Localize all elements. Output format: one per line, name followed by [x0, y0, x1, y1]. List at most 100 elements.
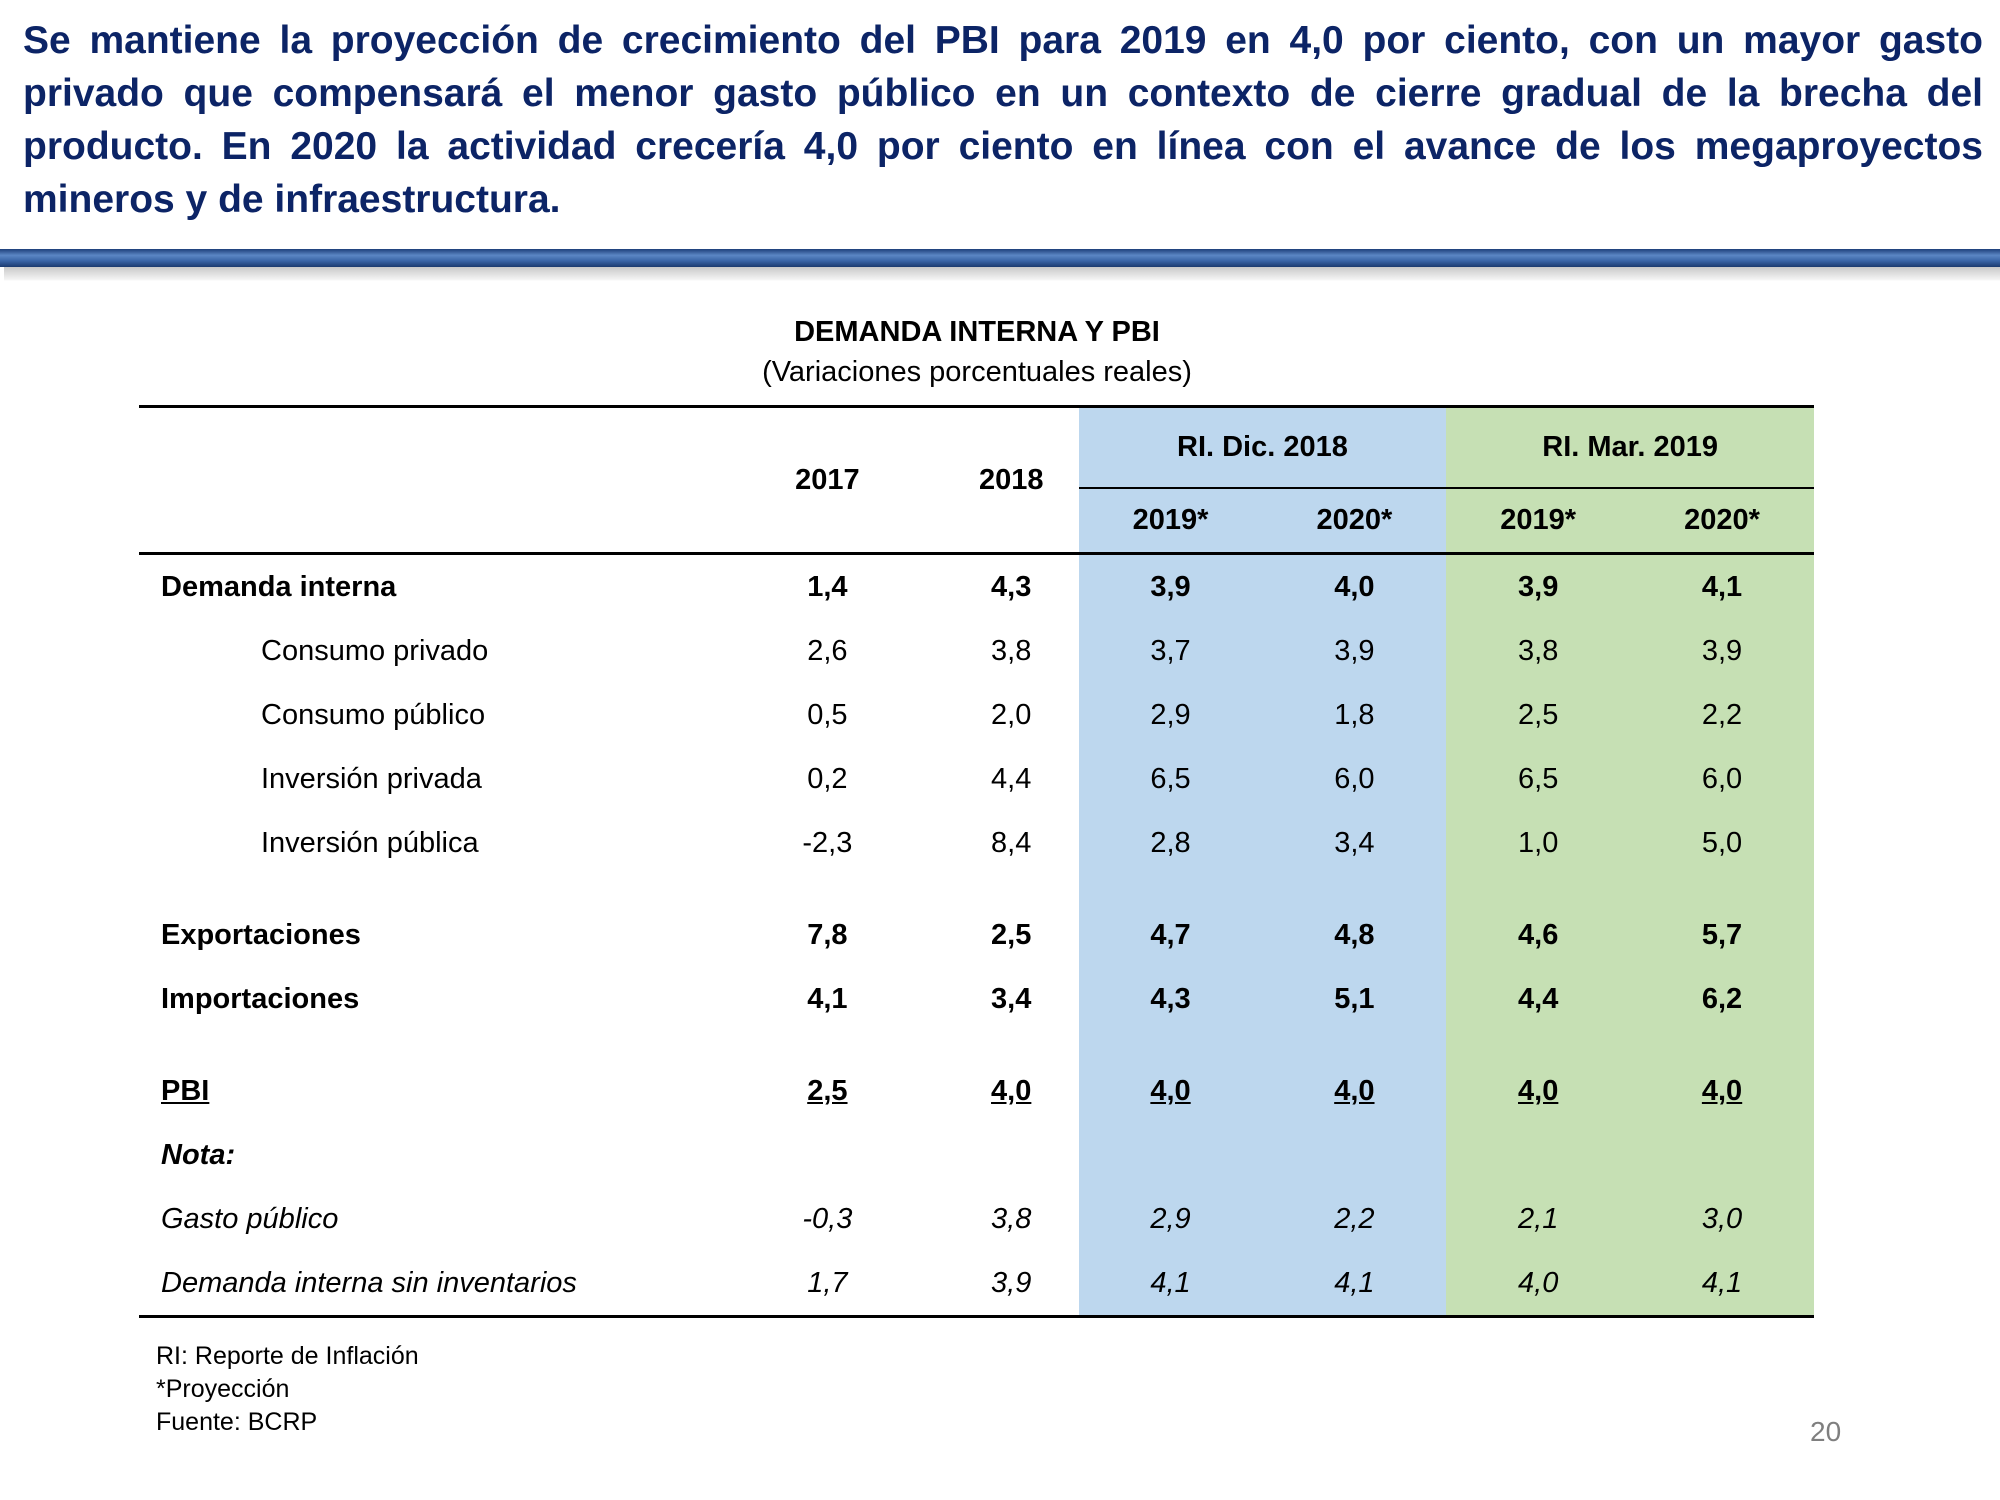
value: 3,4 — [991, 982, 1032, 1015]
value: 4,1 — [1150, 1266, 1191, 1299]
value: 5,7 — [1701, 918, 1743, 951]
value: 3,9 — [1518, 570, 1559, 603]
spacer-row — [139, 1031, 1814, 1059]
value-cell-dic-2019: 2,9 — [1078, 683, 1263, 747]
slide-headline: Se mantiene la proyección de crecimiento… — [23, 19, 1983, 221]
spacer-cell — [1262, 1031, 1447, 1059]
value: 5,0 — [1701, 826, 1743, 859]
value-cell-mar-2020: 4,1 — [1630, 1251, 1814, 1318]
row-label-cell: Inversión privada — [139, 747, 711, 811]
row-label: Inversión pública — [261, 826, 479, 859]
value-cell-mar-2019: 3,8 — [1446, 619, 1631, 683]
value-cell-2017: 4,1 — [711, 967, 944, 1031]
table-row: PBI 2,5 4,0 4,0 4,0 4,0 4,0 — [139, 1059, 1814, 1123]
value: 8,4 — [991, 826, 1032, 859]
spacer-cell — [1078, 875, 1263, 903]
value: 4,1 — [807, 982, 848, 1015]
value: 2,2 — [1701, 698, 1743, 731]
spacer-cell — [1630, 1031, 1814, 1059]
value: 4,1 — [1701, 1266, 1743, 1299]
value-cell-mar-2020: 5,0 — [1630, 811, 1814, 875]
table-row: Inversión privada 0,2 4,4 6,5 6,0 6,5 6,0 — [139, 747, 1814, 811]
value-cell-2018: 3,9 — [943, 1251, 1079, 1318]
table-row: Demanda interna sin inventarios 1,7 3,9 4,1… — [139, 1251, 1814, 1318]
value-cell-dic-2020: 4,1 — [1262, 1251, 1447, 1318]
value-cell-mar-2019: 4,0 — [1446, 1059, 1631, 1123]
value: 4,7 — [1150, 918, 1191, 951]
value: 2,8 — [1150, 826, 1191, 859]
footnotes: RI: Reporte de Inflación *Proyección Fue… — [156, 1340, 419, 1439]
spacer-cell — [1262, 875, 1447, 903]
value-cell-2018: 3,8 — [944, 619, 1079, 683]
row-label-cell: Demanda interna — [139, 554, 711, 620]
value-cell-dic-2020: 6,0 — [1262, 747, 1447, 811]
header-mar-2020: 2020* — [1630, 488, 1814, 555]
value-cell-2017: 2,5 — [711, 1059, 944, 1123]
value-cell-dic-2019: 6,5 — [1078, 747, 1263, 811]
value-cell-dic-2020: 5,1 — [1262, 967, 1447, 1031]
value-cell-2017: -0,3 — [711, 1187, 944, 1251]
row-label: Importaciones — [161, 982, 360, 1015]
value: 0,2 — [807, 762, 848, 795]
value: 4,0 — [1701, 1074, 1743, 1107]
value: 3,9 — [1150, 570, 1191, 603]
value-cell-dic-2020: 4,0 — [1262, 1059, 1447, 1123]
value: 3,9 — [991, 1266, 1032, 1299]
header-2017: 2017 — [710, 405, 944, 555]
row-label-cell: Demanda interna sin inventarios — [139, 1251, 711, 1318]
value: 4,1 — [1334, 1266, 1375, 1299]
value: 4,1 — [1701, 570, 1743, 603]
row-label-cell: Importaciones — [139, 967, 711, 1031]
value-cell-2017: 2,6 — [711, 619, 944, 683]
value-cell-mar-2019: 4,0 — [1446, 1251, 1631, 1318]
value: 3,9 — [1334, 634, 1375, 667]
row-label-cell: PBI — [139, 1059, 711, 1123]
value-cell-dic-2020: 1,8 — [1262, 683, 1447, 747]
value-cell-dic-2019: 4,1 — [1078, 1251, 1263, 1318]
table-row: Nota: — [139, 1123, 1814, 1187]
row-label: Nota: — [161, 1138, 236, 1171]
header-empty — [139, 405, 711, 555]
value: 4,8 — [1334, 918, 1375, 951]
value-cell-mar-2019: 1,0 — [1446, 811, 1631, 875]
header-divider-shadow — [4, 267, 2000, 281]
value: 4,0 — [1334, 570, 1375, 603]
value: 0,5 — [807, 698, 848, 731]
table-title: DEMANDA INTERNA Y PBI — [794, 316, 1160, 348]
spacer-cell — [139, 1031, 711, 1059]
value-cell-2017: 7,8 — [711, 903, 944, 967]
value-cell-2018: 8,4 — [944, 811, 1079, 875]
value: 1,0 — [1518, 826, 1559, 859]
value-cell-mar-2020: 2,2 — [1630, 683, 1814, 747]
value-cell-mar-2019: 3,9 — [1446, 553, 1631, 619]
value: 2,5 — [1518, 698, 1559, 731]
value: 6,2 — [1701, 982, 1743, 1015]
page-number: 20 — [1810, 1416, 1842, 1447]
spacer-cell — [139, 875, 711, 903]
row-label: Demanda interna — [161, 570, 397, 603]
value-cell-2018: 4,3 — [944, 554, 1079, 620]
value: 2,6 — [807, 634, 848, 667]
value-cell-dic-2019: 3,7 — [1078, 619, 1263, 683]
value-cell-mar-2019: 2,5 — [1446, 683, 1631, 747]
spacer-cell — [1446, 1031, 1631, 1059]
value-cell-2018: 3,4 — [944, 967, 1079, 1031]
row-label: Inversión privada — [261, 762, 482, 795]
value: 6,5 — [1150, 762, 1191, 795]
value: 2,9 — [1150, 1202, 1191, 1235]
value-cell-mar-2019 — [1446, 1123, 1631, 1187]
value: 4,4 — [991, 762, 1032, 795]
value-cell-mar-2020 — [1630, 1123, 1814, 1187]
value: 3,8 — [1518, 634, 1559, 667]
row-label-cell: Consumo privado — [139, 619, 711, 683]
spacer-cell — [1446, 875, 1631, 903]
value-cell-2018: 3,8 — [944, 1187, 1079, 1251]
value-cell-mar-2020: 3,9 — [1630, 619, 1814, 683]
value-cell-dic-2019: 2,9 — [1078, 1187, 1263, 1251]
value: 2,0 — [991, 698, 1032, 731]
value: 3,9 — [1701, 634, 1743, 667]
table-row: Demanda interna 1,4 4,3 3,9 4,0 3,9 4,1 — [139, 553, 1814, 620]
value-cell-dic-2019: 4,7 — [1078, 903, 1263, 967]
header-dic-2019: 2019* — [1078, 488, 1263, 555]
value-cell-2018 — [944, 1123, 1079, 1187]
